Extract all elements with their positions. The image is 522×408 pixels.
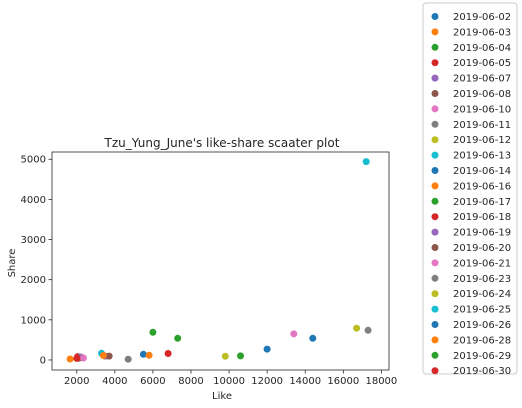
legend-label: 2019-06-21 bbox=[453, 258, 511, 269]
legend-label: 2019-06-07 bbox=[453, 74, 511, 85]
y-tick-label: 0 bbox=[40, 355, 46, 366]
legend-marker bbox=[431, 74, 439, 82]
data-point bbox=[124, 355, 132, 363]
legend-label: 2019-06-25 bbox=[453, 305, 511, 316]
legend-marker bbox=[431, 59, 439, 67]
data-point bbox=[149, 328, 157, 336]
legend-label: 2019-06-12 bbox=[453, 135, 511, 146]
data-point bbox=[221, 352, 229, 360]
data-point bbox=[364, 326, 372, 334]
data-point bbox=[362, 158, 370, 166]
legend-label: 2019-06-16 bbox=[453, 181, 511, 192]
legend-frame bbox=[422, 2, 518, 375]
legend-label: 2019-06-30 bbox=[453, 366, 511, 377]
data-point bbox=[353, 324, 361, 332]
data-point bbox=[79, 354, 87, 362]
data-point bbox=[290, 330, 298, 338]
legend-marker bbox=[431, 43, 439, 51]
x-tick-label: 2000 bbox=[64, 376, 89, 387]
legend-marker bbox=[431, 151, 439, 159]
x-tick-label: 12000 bbox=[251, 376, 283, 387]
legend-marker bbox=[431, 336, 439, 344]
x-tick-label: 18000 bbox=[365, 376, 397, 387]
legend-marker bbox=[431, 305, 439, 313]
legend-marker bbox=[431, 182, 439, 190]
x-axis-label: Like bbox=[212, 391, 232, 402]
legend-marker bbox=[431, 90, 439, 97]
legend-marker bbox=[431, 244, 439, 251]
y-axis-label: Share bbox=[7, 249, 18, 278]
legend-marker bbox=[431, 274, 439, 282]
legend-label: 2019-06-02 bbox=[453, 12, 511, 23]
data-point bbox=[174, 334, 182, 342]
legend-marker bbox=[431, 13, 439, 20]
data-point bbox=[309, 334, 317, 342]
legend-label: 2019-06-11 bbox=[453, 120, 511, 131]
plot-area bbox=[66, 158, 372, 363]
data-point bbox=[66, 355, 74, 363]
plot-frame bbox=[51, 151, 390, 371]
legend-label: 2019-06-28 bbox=[453, 335, 511, 346]
legend-marker bbox=[431, 290, 439, 298]
legend-label: 2019-06-14 bbox=[453, 166, 511, 177]
x-tick-label: 6000 bbox=[140, 376, 165, 387]
data-point bbox=[139, 350, 147, 358]
legend-label: 2019-06-10 bbox=[453, 104, 511, 115]
x-tick-label: 10000 bbox=[213, 376, 245, 387]
legend-marker bbox=[431, 351, 439, 359]
legend: 2019-06-02 2019-06-03 2019-06-04 2019-06-05… bbox=[422, 2, 518, 377]
data-point bbox=[105, 352, 113, 360]
legend-label: 2019-06-24 bbox=[453, 289, 511, 300]
y-tick-label: 3000 bbox=[21, 235, 46, 246]
y-tick-label: 1000 bbox=[21, 315, 46, 326]
legend-marker bbox=[431, 367, 439, 375]
x-tick-label: 4000 bbox=[102, 376, 127, 387]
data-point bbox=[99, 352, 107, 359]
legend-marker bbox=[431, 105, 439, 113]
data-point bbox=[73, 354, 81, 362]
x-tick-label: 8000 bbox=[178, 376, 203, 387]
legend-label: 2019-06-23 bbox=[453, 274, 511, 285]
data-point bbox=[145, 351, 153, 359]
legend-marker bbox=[431, 228, 439, 236]
y-tick-label: 5000 bbox=[21, 155, 46, 166]
legend-marker bbox=[431, 120, 439, 128]
legend-marker bbox=[431, 213, 439, 221]
data-point bbox=[164, 350, 172, 357]
legend-label: 2019-06-29 bbox=[453, 351, 511, 362]
legend-label: 2019-06-04 bbox=[453, 43, 511, 54]
data-point bbox=[263, 345, 271, 353]
y-tick-label: 2000 bbox=[21, 275, 46, 286]
legend-label: 2019-06-18 bbox=[453, 212, 511, 223]
legend-label: 2019-06-05 bbox=[453, 58, 511, 69]
legend-label: 2019-06-26 bbox=[453, 320, 511, 331]
y-tick-label: 4000 bbox=[21, 195, 46, 206]
legend-marker bbox=[431, 167, 439, 174]
legend-marker bbox=[431, 259, 439, 267]
legend-label: 2019-06-17 bbox=[453, 197, 511, 208]
legend-label: 2019-06-13 bbox=[453, 151, 511, 162]
legend-marker bbox=[431, 321, 439, 328]
chart-title: Tzu_Yung_June's like-share scaater plot bbox=[104, 136, 340, 150]
legend-marker bbox=[431, 197, 439, 205]
legend-label: 2019-06-20 bbox=[453, 243, 511, 254]
x-tick-label: 16000 bbox=[327, 376, 359, 387]
x-axis: 2000 4000 6000 8000 10000 12000 14000 16000 1800… bbox=[64, 370, 397, 387]
legend-label: 2019-06-03 bbox=[453, 27, 511, 38]
y-axis: 0 1000 2000 3000 4000 5000 bbox=[21, 155, 52, 366]
legend-marker bbox=[431, 28, 439, 36]
data-point bbox=[237, 352, 244, 360]
legend-label: 2019-06-19 bbox=[453, 228, 511, 239]
x-tick-label: 14000 bbox=[289, 376, 321, 387]
legend-label: 2019-06-08 bbox=[453, 89, 511, 100]
legend-marker bbox=[431, 136, 439, 144]
